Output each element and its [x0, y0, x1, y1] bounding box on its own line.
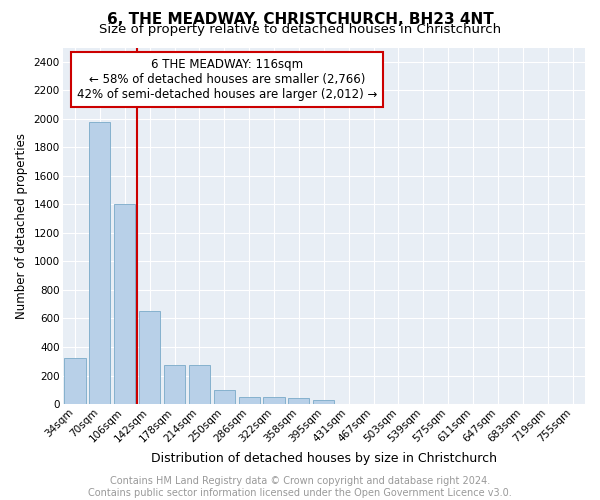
Bar — [263, 397, 284, 404]
Bar — [239, 397, 260, 404]
Bar — [114, 204, 136, 404]
Bar — [214, 390, 235, 404]
Bar — [189, 365, 210, 404]
Y-axis label: Number of detached properties: Number of detached properties — [15, 133, 28, 319]
Bar — [89, 122, 110, 404]
Bar — [313, 400, 334, 404]
Text: 6 THE MEADWAY: 116sqm
← 58% of detached houses are smaller (2,766)
42% of semi-d: 6 THE MEADWAY: 116sqm ← 58% of detached … — [77, 58, 377, 101]
Bar — [164, 365, 185, 404]
Text: Size of property relative to detached houses in Christchurch: Size of property relative to detached ho… — [99, 22, 501, 36]
Text: 6, THE MEADWAY, CHRISTCHURCH, BH23 4NT: 6, THE MEADWAY, CHRISTCHURCH, BH23 4NT — [107, 12, 493, 28]
Bar — [139, 312, 160, 404]
Text: Contains HM Land Registry data © Crown copyright and database right 2024.
Contai: Contains HM Land Registry data © Crown c… — [88, 476, 512, 498]
X-axis label: Distribution of detached houses by size in Christchurch: Distribution of detached houses by size … — [151, 452, 497, 465]
Bar — [64, 358, 86, 404]
Bar — [289, 398, 310, 404]
